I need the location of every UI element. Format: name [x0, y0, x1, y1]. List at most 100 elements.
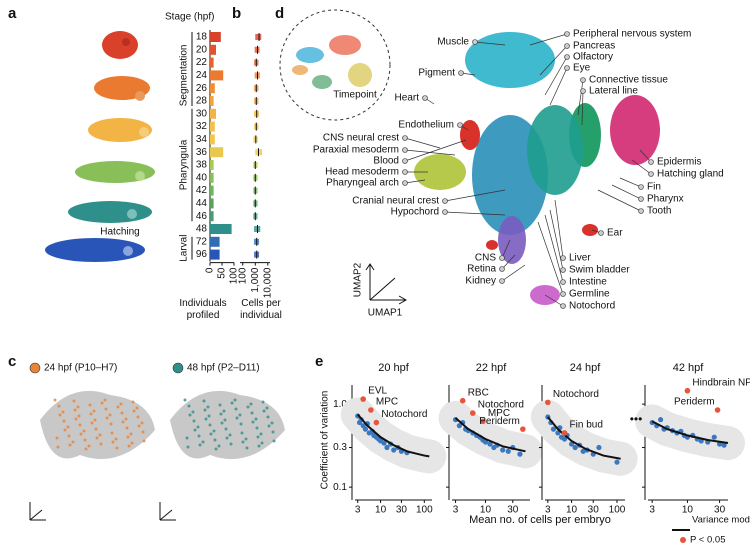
- umap-label: Intestine: [569, 277, 607, 288]
- panel-label: c: [8, 353, 16, 370]
- bar: [210, 249, 220, 260]
- cell-dot: [53, 398, 57, 402]
- cell-dot: [84, 447, 88, 451]
- umap-label: Endothelium: [398, 120, 454, 131]
- x-tick-label: 3: [649, 505, 655, 516]
- x-tick-label: 0: [205, 267, 216, 273]
- cell-dot: [197, 434, 201, 438]
- significant-point: [684, 387, 691, 394]
- x-tick-label: 10: [480, 505, 492, 516]
- cell-dot: [140, 421, 144, 425]
- significant-point: [368, 407, 374, 413]
- point: [580, 448, 586, 454]
- cell-dot: [100, 401, 104, 405]
- panel-label: d: [275, 5, 284, 22]
- significant-point: [545, 399, 551, 406]
- cell-dot: [119, 402, 123, 406]
- leader-line: [501, 239, 511, 259]
- cell-dot: [136, 415, 140, 419]
- label-marker: [457, 122, 463, 128]
- cell-dot: [56, 445, 60, 449]
- cell-dot: [214, 447, 218, 451]
- x-tick-label: 10: [682, 505, 694, 516]
- cell-dot: [193, 428, 197, 432]
- label-marker: [638, 196, 644, 202]
- label-marker: [560, 267, 566, 273]
- point: [487, 441, 493, 447]
- cell-dot: [127, 444, 131, 448]
- cell-dot: [250, 411, 254, 415]
- stage-label: 96: [196, 249, 208, 260]
- x-tick-label: 30: [588, 505, 600, 516]
- leader-line: [537, 221, 564, 295]
- stage-label: 42: [196, 185, 208, 196]
- bar: [210, 236, 220, 247]
- cell-dot: [192, 419, 196, 423]
- cell-dot: [202, 399, 206, 403]
- cell-dot: [124, 417, 128, 421]
- cell-dot: [121, 420, 125, 424]
- cell-dot: [235, 416, 239, 420]
- leader-line: [474, 41, 506, 46]
- point: [362, 426, 369, 432]
- cell-dot: [188, 413, 192, 417]
- label-marker: [499, 278, 505, 284]
- plot-title: 24 hpf: [570, 362, 602, 374]
- model-line: [356, 413, 430, 458]
- x-tick-label: 3: [453, 505, 459, 516]
- cell-dot: [76, 405, 80, 409]
- label-marker: [580, 77, 586, 83]
- cell-dot: [187, 404, 191, 408]
- umap-axis-label: UMAP1: [368, 308, 403, 319]
- leader-line: [619, 177, 642, 188]
- stage-label: 38: [196, 160, 208, 171]
- leader-line: [597, 189, 642, 212]
- leader-line: [404, 137, 441, 149]
- label-marker: [560, 303, 566, 309]
- leader-line: [501, 264, 526, 282]
- plot-title: 22 hpf: [476, 362, 508, 374]
- cell-dot: [115, 446, 119, 450]
- cell-dot: [204, 417, 208, 421]
- label-marker: [648, 159, 654, 165]
- label-marker: [564, 54, 570, 60]
- stage-label: 22: [196, 57, 208, 68]
- plot-title: 42 hpf: [673, 362, 705, 374]
- period-label: Larval: [179, 235, 190, 262]
- umap-label: Germline: [569, 289, 610, 300]
- label-marker: [422, 95, 428, 101]
- leader-line: [611, 184, 642, 200]
- cell-dot: [196, 425, 200, 429]
- point-label: Notochord: [478, 400, 524, 411]
- leader-line: [581, 90, 584, 126]
- bar: [210, 44, 216, 55]
- significant-point: [561, 430, 568, 436]
- cell-dot: [240, 431, 244, 435]
- cell-dot: [63, 428, 67, 432]
- x-tick-label: 30: [714, 505, 726, 516]
- stage-label: 28: [196, 96, 208, 107]
- point: [555, 430, 561, 436]
- cell-dot: [83, 438, 87, 442]
- cell-dot: [61, 410, 65, 414]
- x-tick-label: 30: [396, 505, 408, 516]
- x-tick-label: 100: [416, 505, 433, 516]
- cell-dot: [259, 432, 263, 436]
- cell-dot: [104, 407, 108, 411]
- cell-dot: [207, 414, 211, 418]
- leader-line: [549, 209, 564, 271]
- leader-line: [631, 159, 652, 175]
- legend-marker: [29, 362, 41, 374]
- umap-label: Paraxial mesoderm: [313, 145, 399, 156]
- cell-dot: [55, 436, 59, 440]
- cell-dot: [132, 409, 136, 413]
- bar: [210, 83, 215, 94]
- umap-label: Fin: [647, 182, 661, 193]
- cell-dot: [256, 435, 260, 439]
- cell-dot: [272, 439, 276, 443]
- stage-label: 46: [196, 211, 208, 222]
- cell-dot: [218, 403, 222, 407]
- y-tick-label: 0.3: [333, 442, 347, 453]
- x-tick-label: 3: [355, 505, 361, 516]
- umap-label: Pharynx: [647, 194, 684, 205]
